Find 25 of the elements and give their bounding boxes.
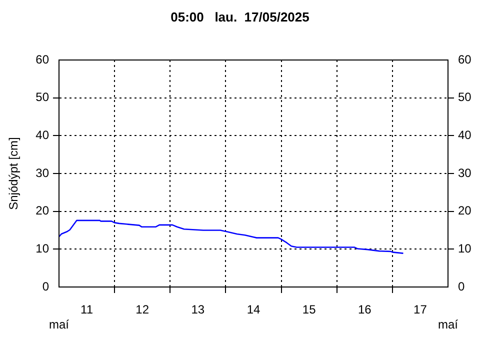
x-tick-label: 17 <box>414 302 428 317</box>
x-tick-label: 15 <box>302 302 316 317</box>
text: maí <box>438 317 459 332</box>
y2-tick-label: 10 <box>458 241 472 256</box>
text: maí <box>48 317 70 332</box>
y-tick-label: 10 <box>36 241 50 256</box>
y2-tick-label: 30 <box>458 166 472 180</box>
y-tick-label: 60 <box>36 52 50 66</box>
y2-tick-label: 20 <box>458 204 472 218</box>
y2-tick-label: 40 <box>458 128 472 142</box>
x-tick-label: 16 <box>358 302 372 317</box>
x-tick-label: 12 <box>136 302 150 317</box>
y2-tick-label: 60 <box>458 52 472 66</box>
y-tick-label: 20 <box>36 204 50 218</box>
y2-tick-label: 0 <box>458 279 465 294</box>
chart-title: 05:00 lau. 17/05/2025 <box>170 10 310 25</box>
x-tick-label: 13 <box>191 302 205 317</box>
y2-tick-label: 50 <box>458 90 472 104</box>
y-tick-label: 0 <box>42 279 50 294</box>
y-tick-label: 50 <box>36 90 50 104</box>
y-tick-label: 30 <box>36 166 50 180</box>
y-axis-title: Snjódýpt [cm] <box>6 137 20 210</box>
y-tick-label: 40 <box>36 128 50 142</box>
x-tick-label: 14 <box>246 302 260 317</box>
x-tick-label: 11 <box>80 302 94 317</box>
